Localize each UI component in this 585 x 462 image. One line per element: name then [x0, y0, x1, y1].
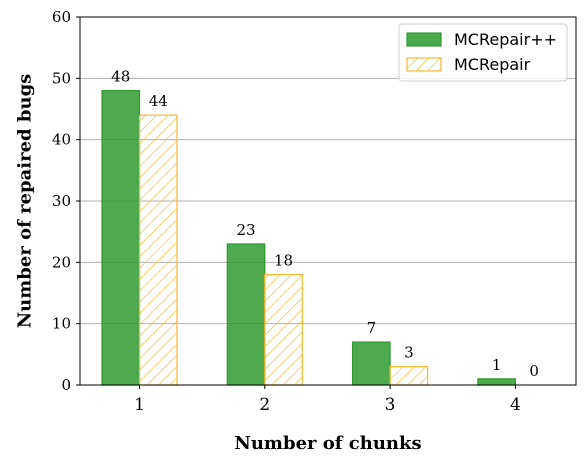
legend-label-mcrepair: MCRepair [454, 55, 531, 74]
x-tick-label: 3 [385, 395, 396, 415]
legend-label-mcrepair-plus-plus: MCRepair++ [454, 30, 557, 49]
bar-value-label: 7 [367, 319, 377, 337]
bar-value-label: 1 [492, 356, 502, 374]
bar-value-label: 0 [529, 362, 539, 380]
y-tick-label: 30 [52, 192, 71, 210]
bar [477, 378, 516, 386]
x-tick-label: 2 [259, 395, 270, 415]
bars [101, 89, 516, 386]
y-tick-label: 20 [52, 253, 71, 271]
bar-value-label: 44 [149, 92, 168, 110]
bar [264, 274, 303, 386]
bar-value-label: 18 [274, 252, 293, 270]
x-axis: 1 2 3 4 [134, 385, 521, 415]
bar [101, 89, 141, 386]
y-tick-label: 40 [52, 131, 71, 149]
data-labels: 48 44 23 18 7 3 1 0 [111, 68, 539, 380]
bar-value-label: 3 [404, 344, 414, 362]
bar-value-label: 48 [111, 68, 130, 86]
legend-swatch-mcrepair [406, 57, 442, 72]
legend: MCRepair++ MCRepair [398, 23, 568, 82]
y-tick-label: 60 [52, 8, 71, 26]
x-tick-label: 1 [134, 395, 145, 415]
x-axis-label: Number of chunks [234, 433, 421, 454]
bar [138, 114, 178, 386]
bar [226, 243, 266, 386]
y-tick-label: 10 [52, 315, 71, 333]
y-tick-label: 0 [61, 376, 71, 394]
bar [352, 341, 391, 386]
bar [389, 366, 429, 386]
y-axis-label: Number of repaired bugs [14, 74, 35, 329]
legend-swatch-mcrepair-plus-plus [406, 32, 442, 47]
x-tick-label: 4 [510, 395, 521, 415]
y-tick-label: 50 [52, 69, 71, 87]
y-axis: 0 10 20 30 40 50 60 [52, 8, 80, 394]
bar-value-label: 23 [237, 221, 256, 239]
